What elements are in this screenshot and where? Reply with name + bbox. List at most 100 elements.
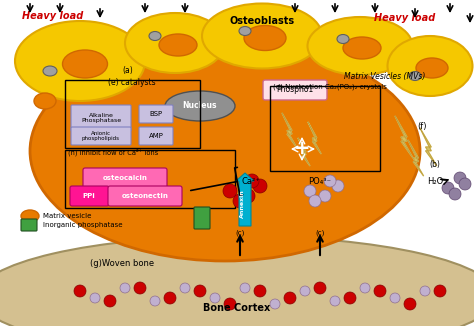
Circle shape — [344, 292, 356, 304]
Circle shape — [90, 293, 100, 303]
Ellipse shape — [388, 36, 473, 96]
Circle shape — [241, 189, 255, 203]
Text: Phospho1: Phospho1 — [276, 85, 314, 95]
FancyBboxPatch shape — [71, 127, 131, 145]
Polygon shape — [282, 113, 297, 148]
Circle shape — [420, 286, 430, 296]
Ellipse shape — [165, 91, 235, 121]
Text: Nucleus: Nucleus — [183, 101, 217, 111]
Circle shape — [324, 175, 336, 187]
Text: Matrix vesicle: Matrix vesicle — [43, 213, 91, 219]
Ellipse shape — [0, 236, 474, 326]
FancyBboxPatch shape — [21, 219, 37, 231]
FancyBboxPatch shape — [71, 105, 131, 131]
FancyArrow shape — [236, 173, 254, 226]
Circle shape — [442, 182, 454, 194]
Circle shape — [314, 282, 326, 294]
FancyBboxPatch shape — [263, 80, 327, 100]
Circle shape — [233, 194, 247, 208]
FancyBboxPatch shape — [139, 127, 173, 145]
Circle shape — [374, 285, 386, 297]
Text: (c): (c) — [235, 230, 245, 236]
Text: (c): (c) — [315, 230, 325, 236]
Circle shape — [332, 180, 344, 192]
Text: Heavy load: Heavy load — [374, 13, 435, 23]
Circle shape — [449, 188, 461, 200]
Circle shape — [434, 285, 446, 297]
FancyBboxPatch shape — [108, 186, 182, 206]
Circle shape — [223, 184, 237, 198]
Bar — [65, 80, 200, 148]
FancyBboxPatch shape — [194, 207, 210, 229]
Text: +: + — [294, 140, 310, 158]
Ellipse shape — [244, 25, 286, 51]
Circle shape — [254, 285, 266, 297]
Text: (a): (a) — [123, 66, 133, 75]
Text: osteonectin: osteonectin — [121, 193, 168, 199]
Text: H₂O: H₂O — [427, 176, 443, 185]
Circle shape — [459, 178, 471, 190]
Circle shape — [454, 172, 466, 184]
Text: (e) catalysts: (e) catalysts — [108, 78, 156, 87]
Circle shape — [390, 293, 400, 303]
Circle shape — [309, 195, 321, 207]
Text: PO₄³⁻: PO₄³⁻ — [308, 176, 331, 185]
Bar — [65, 150, 235, 208]
Text: (f): (f) — [417, 122, 427, 130]
Text: (d) Nucleation Ca₂(PO₄)₂ crystals: (d) Nucleation Ca₂(PO₄)₂ crystals — [273, 83, 387, 90]
Bar — [270, 86, 380, 171]
Polygon shape — [298, 138, 310, 166]
Circle shape — [253, 179, 267, 193]
Ellipse shape — [337, 35, 349, 43]
Ellipse shape — [21, 210, 39, 222]
Text: Inorganic phosphatase: Inorganic phosphatase — [43, 222, 122, 228]
Circle shape — [210, 293, 220, 303]
Circle shape — [164, 292, 176, 304]
FancyBboxPatch shape — [139, 105, 173, 123]
Text: Alkaline
Phosphatase: Alkaline Phosphatase — [81, 112, 121, 124]
Polygon shape — [395, 116, 413, 158]
Text: (g)Woven bone: (g)Woven bone — [90, 259, 154, 269]
Polygon shape — [420, 128, 437, 166]
Ellipse shape — [149, 32, 161, 40]
Circle shape — [270, 299, 280, 309]
Polygon shape — [408, 140, 424, 176]
Ellipse shape — [409, 71, 421, 81]
Circle shape — [404, 298, 416, 310]
Ellipse shape — [239, 26, 251, 36]
Ellipse shape — [15, 21, 145, 101]
FancyBboxPatch shape — [83, 168, 167, 188]
Text: PPi: PPi — [82, 193, 95, 199]
Circle shape — [194, 285, 206, 297]
FancyBboxPatch shape — [70, 186, 109, 206]
Text: Heavy load: Heavy load — [22, 11, 83, 21]
Circle shape — [224, 298, 236, 310]
Circle shape — [240, 283, 250, 293]
Ellipse shape — [125, 13, 225, 73]
Ellipse shape — [43, 66, 57, 76]
Circle shape — [104, 295, 116, 307]
Circle shape — [180, 283, 190, 293]
Circle shape — [150, 296, 160, 306]
Text: (h) inhibit flow of Ca²⁺ ions: (h) inhibit flow of Ca²⁺ ions — [68, 148, 158, 156]
Ellipse shape — [34, 93, 56, 109]
Ellipse shape — [416, 58, 448, 78]
Text: BSP: BSP — [149, 111, 163, 117]
Ellipse shape — [308, 17, 412, 75]
Text: Matrix Vesicles (MVs): Matrix Vesicles (MVs) — [344, 71, 426, 81]
Circle shape — [300, 286, 310, 296]
Ellipse shape — [159, 34, 197, 56]
Ellipse shape — [202, 4, 322, 68]
Text: Annexin: Annexin — [239, 190, 245, 218]
Text: Osteoblasts: Osteoblasts — [229, 16, 294, 26]
Text: AMP: AMP — [148, 133, 164, 139]
Circle shape — [360, 283, 370, 293]
Polygon shape — [308, 122, 321, 154]
Circle shape — [330, 296, 340, 306]
Text: Bone Cortex: Bone Cortex — [203, 303, 271, 313]
Ellipse shape — [30, 41, 420, 261]
Circle shape — [304, 185, 316, 197]
Ellipse shape — [343, 37, 381, 59]
Text: osteocalcin: osteocalcin — [102, 175, 147, 181]
Circle shape — [134, 282, 146, 294]
